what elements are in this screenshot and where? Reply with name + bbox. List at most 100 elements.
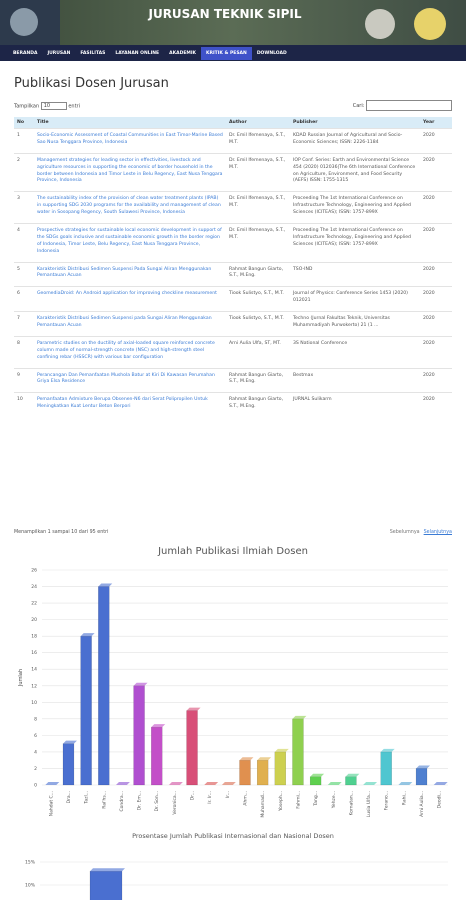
bar-top	[433, 782, 448, 785]
title-link[interactable]: The sustainability index of the provisio…	[34, 191, 226, 224]
table-cell: Rahmat Bangun Giarto, S.T., M.Eng.	[226, 261, 290, 287]
y-tick-label: 15%	[25, 860, 36, 866]
title-link[interactable]: Socio-Economic Assessment of Coastal Com…	[34, 128, 226, 154]
table-info: Menampilkan 1 sampai 10 dari 95 entri	[14, 530, 109, 535]
x-tick-label: Dr...	[190, 791, 196, 800]
bar	[186, 710, 198, 786]
search-input[interactable]	[366, 100, 452, 111]
nav-item[interactable]: DOWNLOAD	[256, 50, 287, 56]
table-row: 2 Management strategies for leading secto…	[14, 152, 452, 192]
select[interactable]: 10	[40, 102, 67, 110]
pagination: Sebelumnya Selanjutnya	[386, 530, 452, 535]
column-header[interactable]: Author	[226, 117, 290, 129]
x-tick-label: Kornatan...	[348, 791, 354, 816]
y-tick-label: 4	[34, 749, 37, 755]
title-link[interactable]: Perancangan Dan Pemanfaatan Mushola Batu…	[34, 367, 226, 393]
table-cell: IOP Conf. Series: Earth and Environmenta…	[290, 152, 420, 192]
bar-top	[363, 782, 378, 785]
bar-top	[380, 748, 395, 752]
bar	[256, 759, 269, 786]
table-cell: 5	[14, 261, 34, 287]
table-cell: 1	[14, 128, 34, 154]
table-cell: Bestmax	[290, 367, 420, 393]
bar	[98, 586, 110, 786]
column-header[interactable]: Year	[420, 117, 452, 129]
bar	[274, 751, 286, 786]
bar-top	[239, 757, 254, 761]
page-title: Publikasi Dosen Jurusan	[14, 76, 169, 91]
bar	[415, 768, 428, 786]
table-cell: Journal of Physics: Conference Series 14…	[290, 286, 420, 312]
site-title: JURUSAN TEKNIK SIPIL	[147, 7, 301, 21]
chart: Jumlah Publikasi Ilmiah DosenJumlah02468…	[18, 546, 448, 818]
y-tick-label: 18	[31, 634, 37, 640]
bar-top	[133, 682, 148, 686]
table-cell: 3S National Conference	[290, 335, 420, 369]
nav-item[interactable]: JURUSAN	[47, 50, 71, 56]
table-cell: Rahmat Bangun Giarto, S.T., M.Eng.	[226, 367, 290, 393]
page-button[interactable]: Sebelumnya	[389, 530, 420, 535]
nav-item[interactable]: FASILITAS	[80, 50, 106, 56]
bar-top	[98, 583, 113, 587]
y-tick-label: 22	[31, 601, 37, 607]
chart-title: Jumlah Publikasi Ilmiah Dosen	[157, 546, 308, 557]
nav-item[interactable]: KRITIK & PESAN	[201, 46, 252, 60]
table-cell: Rahmat Bangun Giarto, S.T., M.Eng.	[226, 392, 290, 418]
table-cell: 2020	[420, 392, 452, 418]
title-link[interactable]: Pemanfaatan Admixture Berupa Obsenen-N6 …	[34, 392, 226, 418]
bar-top	[292, 715, 307, 719]
y-axis-label: Jumlah	[18, 669, 24, 687]
y-tick-label: 10	[31, 700, 37, 706]
header-row: No Title Author Publisher Year	[14, 117, 452, 129]
column-header[interactable]: No	[14, 117, 34, 129]
x-tick-label: Ir...	[225, 791, 231, 798]
table-row: 5 Karakteristik Distribusi Sedimen Suspen…	[14, 261, 452, 287]
table-cell: 8	[14, 335, 34, 369]
table-cell: 2020	[420, 311, 452, 337]
title-link[interactable]: GeomediaDroid: An Android application fo…	[34, 286, 226, 312]
x-tick-label: Tang...	[313, 791, 319, 807]
y-tick-label: 16	[31, 650, 37, 656]
label: Cari:	[352, 103, 365, 109]
x-tick-label: Yoseph...	[278, 791, 284, 812]
chart: Prosentase Jumlah Publikasi Internasiona…	[25, 832, 448, 900]
x-tick-label: Ferano...	[384, 791, 390, 811]
bar-top	[186, 707, 201, 711]
bar	[239, 759, 251, 786]
column-header[interactable]: Title	[34, 117, 226, 129]
y-tick-label: 8	[34, 716, 37, 722]
nav-item[interactable]: BERANDA	[13, 50, 38, 56]
length-control: Tampilkan 10 entri	[14, 102, 80, 110]
title-link[interactable]: Karakteristik Distribusi Sedimen Suspens…	[34, 261, 226, 287]
bar	[151, 726, 163, 786]
bar	[309, 776, 322, 786]
table-cell: 2020	[420, 191, 452, 224]
x-tick-label: Dra...	[66, 791, 72, 803]
page-button[interactable]: Selanjutnya	[423, 530, 452, 535]
y-tick-label: 24	[31, 584, 37, 590]
title-link[interactable]: Parametric studies on the ductility of a…	[34, 335, 226, 369]
nav-item[interactable]: LAYANAN ONLINE	[115, 50, 160, 56]
y-tick-label: 10%	[25, 883, 36, 889]
bar-top	[416, 765, 430, 769]
table-cell: KDAD Russian Journal of Agricultural and…	[290, 128, 420, 154]
x-tick-label: Condra...	[119, 791, 125, 812]
chart-title: Prosentase Jumlah Publikasi Internasiona…	[132, 832, 334, 840]
table-cell: Dr. Emil Ifemenaya, S.T., M.T.	[226, 223, 290, 263]
x-tick-label: Dr. Son...	[154, 791, 160, 812]
column-header[interactable]: Publisher	[290, 117, 420, 129]
bar-top	[274, 748, 289, 752]
table: No Title Author Publisher Year 1 Socio-Econom…	[14, 117, 452, 418]
nav-item[interactable]: AKADEMIK	[169, 50, 197, 56]
title-link[interactable]: Prospective strategies for sustainable l…	[34, 223, 226, 263]
title-link[interactable]: Management strategies for leading sector…	[34, 152, 226, 192]
table-row: 1 Socio-Economic Assessment of Coastal Co…	[14, 128, 452, 154]
table-cell: 2020	[420, 128, 452, 154]
table-row: 3 The sustainability index of the provisi…	[14, 191, 452, 224]
emblem	[414, 8, 446, 40]
x-tick-label: Rahi...	[401, 791, 407, 805]
table-cell: TSO-IND	[290, 261, 420, 287]
table-cell: Tiook Sulistyo, S.T., M.T.	[226, 311, 290, 337]
title-link[interactable]: Karakteristik Distribusi Sedimen Suspens…	[34, 311, 226, 337]
label: entri	[68, 103, 80, 110]
